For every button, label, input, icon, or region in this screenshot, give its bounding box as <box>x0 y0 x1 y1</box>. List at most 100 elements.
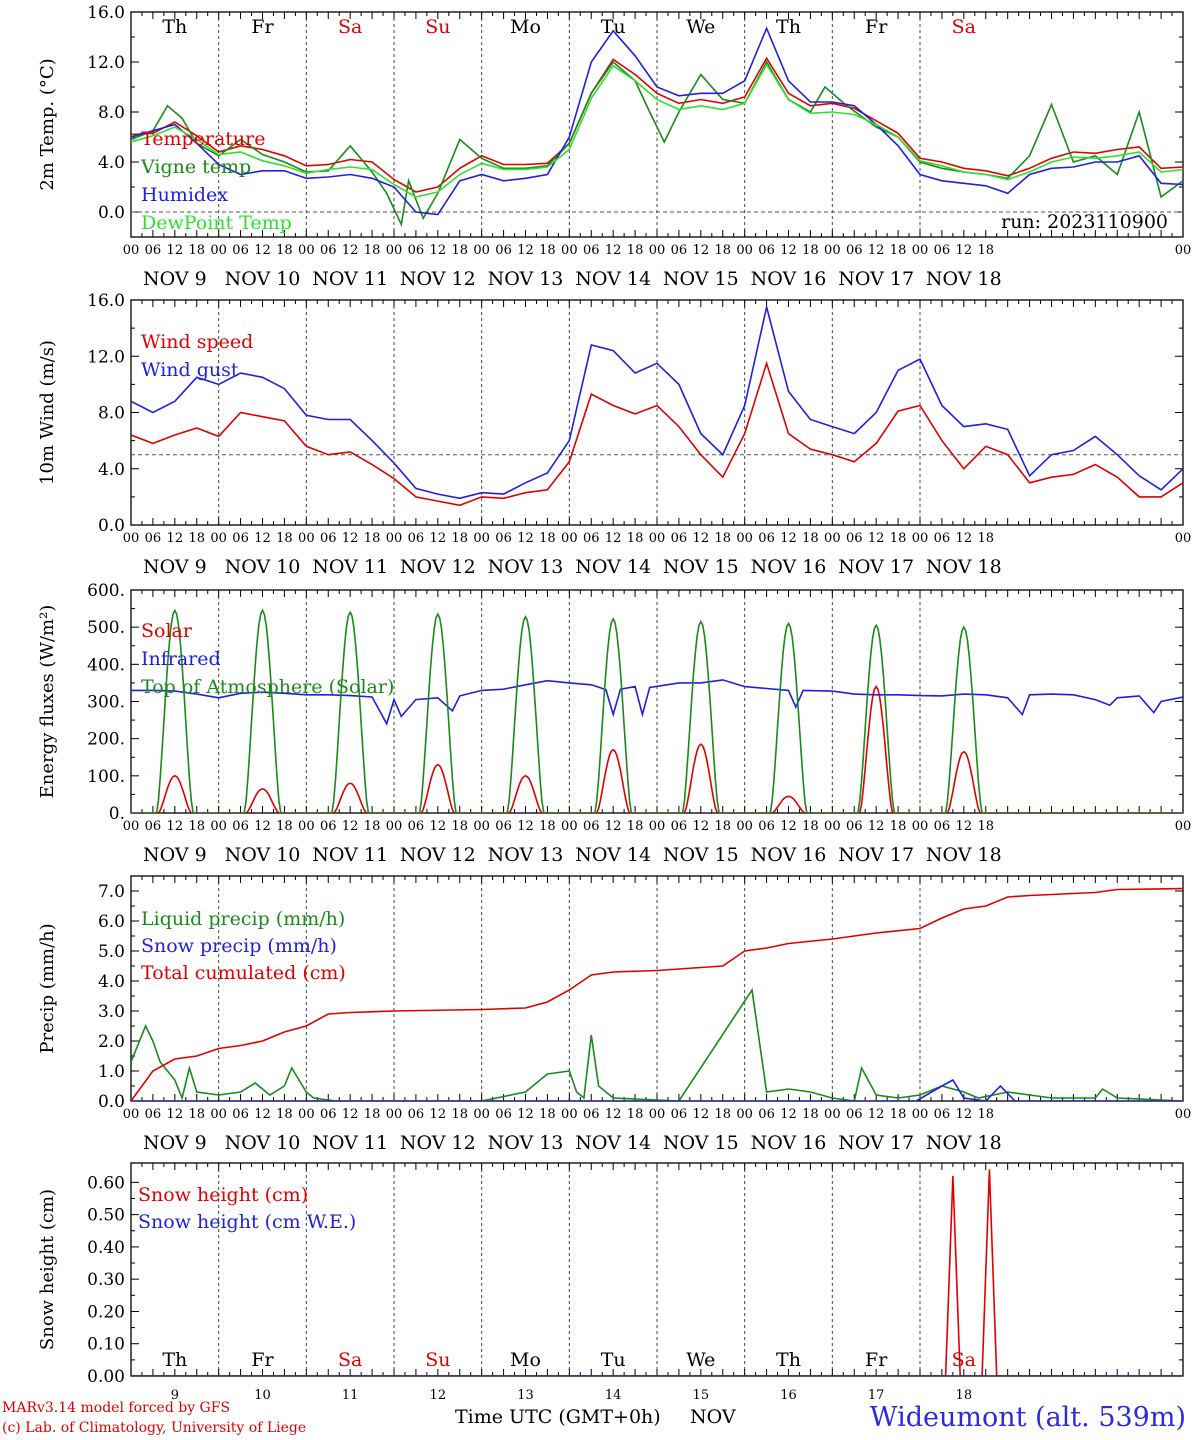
energy-hour-label: 00 <box>824 819 841 834</box>
wind-date-label: NOV 12 <box>400 556 476 578</box>
energy-hour-label: 06 <box>758 819 775 834</box>
wind-hour-label: 00 <box>298 531 315 546</box>
temp-hour-label: 18 <box>451 243 468 258</box>
wind-ytick-label: 8.0 <box>98 404 125 424</box>
temp-date-label: NOV 16 <box>751 268 827 290</box>
precip-hour-label: 06 <box>408 1107 425 1122</box>
wind-date-label: NOV 11 <box>312 556 388 578</box>
wind-hour-label: 06 <box>145 531 162 546</box>
temp-hour-label: 12 <box>605 243 622 258</box>
energy-ytick-label: 600. <box>87 581 125 601</box>
precip-date-label: NOV 18 <box>926 1132 1002 1154</box>
energy-ytick-label: 400. <box>87 655 125 675</box>
temp-day-label: Th <box>162 16 187 38</box>
wind-hour-label: 12 <box>956 531 973 546</box>
precip-hour-label: 12 <box>254 1107 271 1122</box>
energy-hour-label: 06 <box>846 819 863 834</box>
snow-day-label: Su <box>425 1349 450 1371</box>
precip-series-liquid-precip-mm-h <box>131 987 1183 1101</box>
run-label: run: 2023110900 <box>1001 211 1168 233</box>
energy-date-label: NOV 14 <box>575 844 651 866</box>
energy-hour-label: 18 <box>890 819 907 834</box>
precip-series-total-cumulated-cm <box>131 887 1183 1101</box>
wind-hour-label: 06 <box>320 531 337 546</box>
wind-hour-label: 00 <box>1175 531 1192 546</box>
wind-hour-label: 18 <box>364 531 381 546</box>
precip-hour-label: 18 <box>539 1107 556 1122</box>
energy-hour-label: 12 <box>167 819 184 834</box>
snow-day-label: Fr <box>251 1349 274 1371</box>
snow-day-number: 18 <box>956 1388 973 1403</box>
wind-hour-label: 18 <box>276 531 293 546</box>
precip-date-label: NOV 10 <box>225 1132 301 1154</box>
energy-hour-label: 00 <box>736 819 753 834</box>
snow-day-number: 14 <box>605 1388 622 1403</box>
snow-day-number: 13 <box>517 1388 534 1403</box>
wind-hour-label: 12 <box>693 531 710 546</box>
temp-hour-label: 06 <box>583 243 600 258</box>
x-axis-unit: NOV <box>690 1406 736 1428</box>
snow-day-label: We <box>686 1349 715 1371</box>
snow-day-number: 9 <box>171 1388 179 1403</box>
wind-hour-label: 12 <box>605 531 622 546</box>
energy-legend-2: Top of Atmosphere (Solar) <box>141 676 394 698</box>
wind-hour-label: 06 <box>671 531 688 546</box>
wind-hour-label: 06 <box>758 531 775 546</box>
energy-hour-label: 18 <box>451 819 468 834</box>
energy-series-top-of-atmosphere-solar <box>131 608 1183 813</box>
temp-hour-label: 12 <box>342 243 359 258</box>
temp-date-label: NOV 9 <box>143 268 207 290</box>
precip-hour-label: 12 <box>517 1107 534 1122</box>
energy-ytick-label: 100. <box>87 767 125 787</box>
wind-date-label: NOV 14 <box>575 556 651 578</box>
temp-hour-label: 00 <box>736 243 753 258</box>
wind-legend-1: Wind gust <box>141 359 239 381</box>
wind-ytick-label: 0.0 <box>98 516 125 536</box>
temp-day-label: We <box>686 16 715 38</box>
precip-hour-label: 12 <box>167 1107 184 1122</box>
precip-ytick-label: 0.0 <box>98 1092 125 1112</box>
temp-date-label: NOV 14 <box>575 268 651 290</box>
precip-hour-label: 00 <box>1175 1107 1192 1122</box>
wind-hour-label: 00 <box>123 531 140 546</box>
temp-date-label: NOV 17 <box>838 268 914 290</box>
precip-hour-label: 00 <box>473 1107 490 1122</box>
precip-hour-label: 00 <box>123 1107 140 1122</box>
energy-date-label: NOV 12 <box>400 844 476 866</box>
energy-hour-label: 06 <box>145 819 162 834</box>
precip-hour-label: 06 <box>232 1107 249 1122</box>
precip-hour-label: 00 <box>561 1107 578 1122</box>
energy-hour-label: 06 <box>495 819 512 834</box>
temp-hour-label: 12 <box>693 243 710 258</box>
wind-ytick-label: 4.0 <box>98 460 125 480</box>
temp-hour-label: 18 <box>802 243 819 258</box>
temp-series-dewpoint-temp <box>131 62 1183 198</box>
wind-hour-label: 06 <box>846 531 863 546</box>
temp-hour-label: 06 <box>934 243 951 258</box>
energy-hour-label: 18 <box>627 819 644 834</box>
temp-series-temperature <box>131 56 1183 193</box>
wind-series-wind-speed <box>131 360 1183 507</box>
energy-hour-label: 12 <box>605 819 622 834</box>
temp-date-label: NOV 15 <box>663 268 739 290</box>
precip-hour-label: 12 <box>868 1107 885 1122</box>
energy-date-label: NOV 9 <box>143 844 207 866</box>
energy-hour-label: 12 <box>693 819 710 834</box>
energy-hour-label: 00 <box>386 819 403 834</box>
energy-hour-label: 06 <box>408 819 425 834</box>
precip-hour-label: 00 <box>210 1107 227 1122</box>
energy-y-axis-label: Energy fluxes (W/m²) <box>37 605 58 799</box>
temp-date-label: NOV 10 <box>225 268 301 290</box>
precip-hour-label: 00 <box>298 1107 315 1122</box>
precip-hour-label: 12 <box>605 1107 622 1122</box>
precip-hour-label: 06 <box>934 1107 951 1122</box>
wind-hour-label: 00 <box>824 531 841 546</box>
temp-day-label: Sa <box>952 16 976 38</box>
snow-ytick-label: 0.20 <box>87 1302 125 1322</box>
temp-hour-label: 00 <box>912 243 929 258</box>
precip-ytick-label: 1.0 <box>98 1062 125 1082</box>
precip-hour-label: 00 <box>649 1107 666 1122</box>
temp-series-humidex <box>131 26 1183 216</box>
precip-ytick-label: 7.0 <box>98 882 125 902</box>
precip-hour-label: 00 <box>824 1107 841 1122</box>
